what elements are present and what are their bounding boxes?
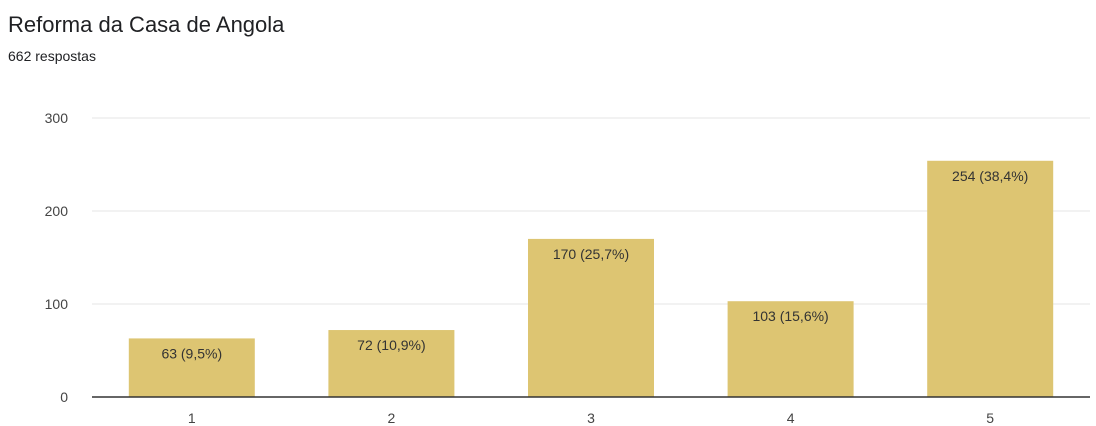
x-tick-label: 2 xyxy=(388,410,396,426)
bar xyxy=(727,301,854,397)
bar xyxy=(528,238,654,397)
bar xyxy=(128,338,255,397)
y-tick-label: 300 xyxy=(45,110,69,126)
data-label: 103 (15,6%) xyxy=(752,308,828,324)
bar xyxy=(927,160,1054,397)
x-tick-label: 5 xyxy=(986,410,994,426)
x-tick-label: 1 xyxy=(188,410,196,426)
x-tick-label: 4 xyxy=(787,410,795,426)
y-tick-label: 100 xyxy=(45,296,69,312)
response-count: 662 respostas xyxy=(8,48,96,64)
x-tick-label: 3 xyxy=(587,410,595,426)
data-label: 170 (25,7%) xyxy=(553,246,629,262)
data-label: 63 (9,5%) xyxy=(161,345,222,361)
bar xyxy=(328,330,455,397)
y-tick-label: 200 xyxy=(45,203,69,219)
data-label: 254 (38,4%) xyxy=(952,168,1028,184)
data-label: 72 (10,9%) xyxy=(357,337,425,353)
chart-title: Reforma da Casa de Angola xyxy=(8,12,285,37)
y-tick-label: 0 xyxy=(60,389,68,405)
